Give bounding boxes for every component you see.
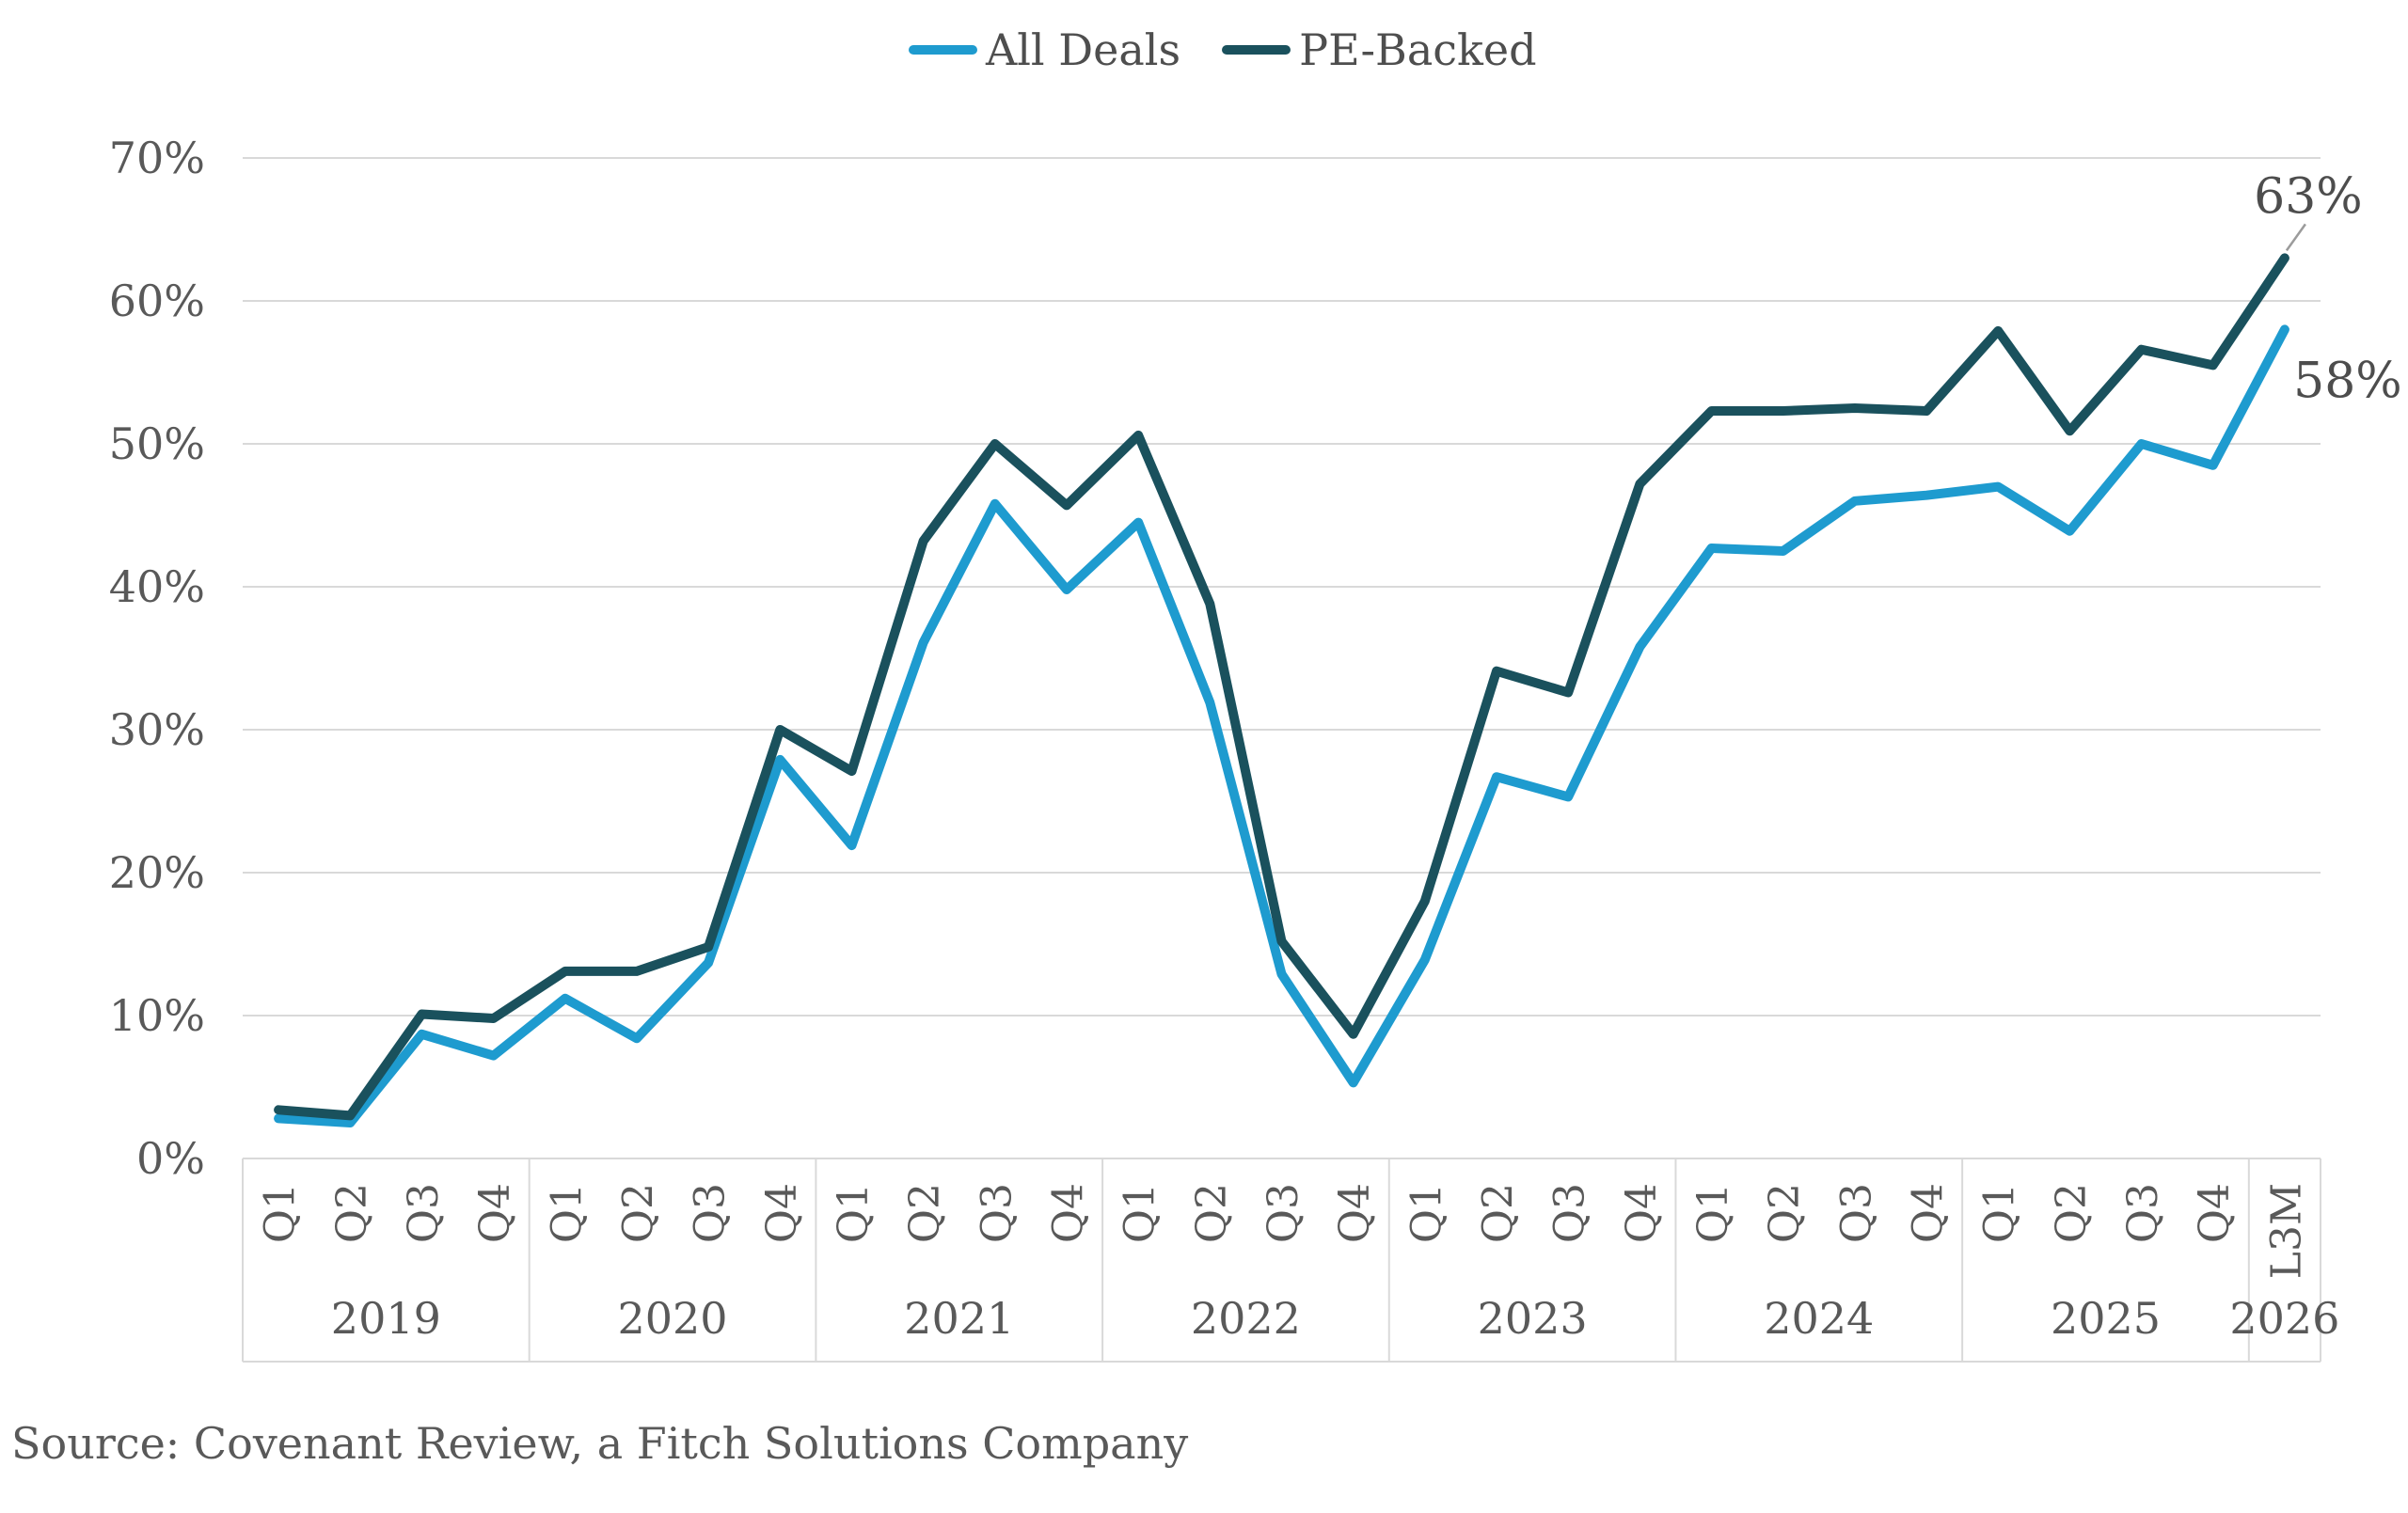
x-axis-quarter-label: Q3 — [687, 1183, 735, 1243]
x-axis-year-label: 2025 — [2051, 1293, 2161, 1344]
y-axis-tick-label: 50% — [109, 418, 205, 469]
x-axis-quarter-label: Q2 — [1761, 1183, 1809, 1243]
x-axis-quarter-label: Q2 — [1188, 1183, 1236, 1243]
x-axis-quarter-label: Q1 — [1976, 1183, 2024, 1243]
endpoint-value-label: 58% — [2293, 353, 2402, 409]
x-axis-quarter-label: Q4 — [1044, 1183, 1092, 1243]
x-axis-year-label: 2020 — [617, 1293, 727, 1344]
x-axis-quarter-label: Q4 — [1618, 1183, 1666, 1243]
y-axis-tick-label: 0% — [136, 1133, 205, 1184]
endpoint-value-label: 63% — [2254, 168, 2363, 225]
series-line-pe-backed — [274, 253, 2289, 1121]
x-axis-quarter-label: Q3 — [973, 1183, 1021, 1243]
x-axis-quarter-label: Q2 — [2048, 1183, 2096, 1243]
x-axis-year-label: 2019 — [331, 1293, 441, 1344]
x-axis-quarter-label: Q2 — [614, 1183, 662, 1243]
x-axis-quarter-label: L3M — [2262, 1183, 2310, 1279]
x-axis-quarter-label: Q2 — [901, 1183, 949, 1243]
series-line-all-deals — [274, 324, 2289, 1127]
x-axis-quarter-label: Q4 — [1905, 1183, 1953, 1243]
x-axis-quarter-label: Q3 — [400, 1183, 448, 1243]
y-axis-tick-label: 40% — [109, 561, 205, 612]
x-axis-quarter-label: Q3 — [2119, 1183, 2167, 1243]
x-axis-quarter-label: Q4 — [2191, 1183, 2239, 1243]
x-axis-quarter-label: Q3 — [1546, 1183, 1594, 1243]
x-axis-quarter-label: Q3 — [1259, 1183, 1307, 1243]
y-axis-tick-label: 10% — [109, 990, 205, 1041]
legend-item-pe-backed: PE-Backed — [1222, 24, 1537, 75]
x-axis-quarter-label: Q2 — [1475, 1183, 1523, 1243]
x-axis-quarter-label: Q3 — [1832, 1183, 1880, 1243]
x-axis-year-label: 2024 — [1764, 1293, 1874, 1344]
x-axis-quarter-label: Q1 — [1689, 1183, 1737, 1243]
x-axis-quarter-label: Q1 — [1402, 1183, 1450, 1243]
x-axis-year-label: 2021 — [904, 1293, 1014, 1344]
annotation-leader-line — [2285, 223, 2306, 252]
x-axis-year-label: 2026 — [2229, 1293, 2339, 1344]
x-axis-quarter-label: Q4 — [1331, 1183, 1379, 1243]
legend-label: All Deals — [986, 24, 1181, 75]
x-axis-year-label: 2022 — [1191, 1293, 1301, 1344]
legend-item-all-deals: All Deals — [909, 24, 1180, 75]
x-axis-quarter-label: Q2 — [328, 1183, 376, 1243]
y-axis-tick-label: 70% — [109, 133, 205, 183]
legend-label: PE-Backed — [1299, 24, 1537, 75]
x-axis-year-label: 2023 — [1478, 1293, 1588, 1344]
y-axis-tick-label: 30% — [109, 704, 205, 755]
x-axis-quarter-label: Q1 — [1117, 1183, 1164, 1243]
legend-line-swatch — [909, 45, 977, 55]
x-axis-quarter-label: Q4 — [758, 1183, 806, 1243]
y-axis-tick-label: 60% — [109, 276, 205, 326]
x-axis-quarter-label: Q4 — [471, 1183, 519, 1243]
chart-legend: All Deals PE-Backed — [909, 24, 1537, 75]
x-axis-quarter-label: Q1 — [543, 1183, 591, 1243]
x-axis-quarter-label: Q1 — [257, 1183, 305, 1243]
legend-line-swatch — [1222, 45, 1291, 55]
source-note: Source: Covenant Review, a Fitch Solutio… — [11, 1418, 1189, 1469]
x-axis-quarter-label: Q1 — [830, 1183, 878, 1243]
y-axis-tick-label: 20% — [109, 847, 205, 898]
